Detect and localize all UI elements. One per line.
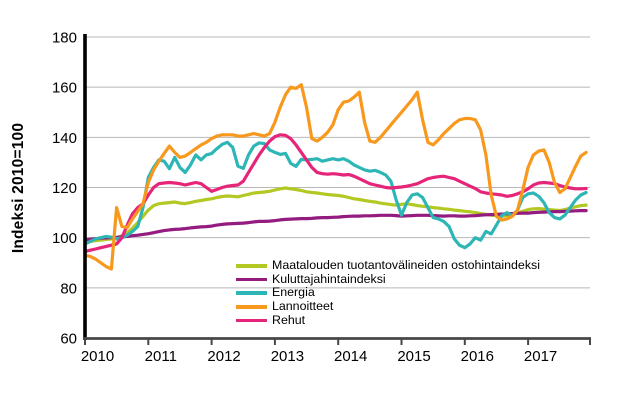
series-line-lannoitteet (83, 83, 588, 271)
legend-swatch-energia (236, 291, 267, 296)
legend-item-lannoitteet: Lannoitteet (236, 299, 540, 314)
legend-item-rehut: Rehut (236, 312, 540, 328)
y-tick-label-140: 140 (52, 130, 77, 147)
x-tick-label-2011: 2011 (145, 348, 177, 365)
legend-item-ostohintaindeksi: Maatalouden tuotantovälineiden ostohinta… (236, 258, 540, 273)
x-tick-label-2010: 2010 (81, 348, 114, 365)
legend-swatch-rehut (236, 318, 267, 323)
legend: Maatalouden tuotantovälineiden ostohinta… (236, 258, 540, 328)
x-tick-label-2016: 2016 (461, 348, 494, 365)
y-axis-title: Indeksi 2010=100 (10, 122, 27, 254)
x-tick-label-2014: 2014 (334, 348, 367, 365)
x-tick-label-2012: 2012 (207, 348, 240, 365)
legend-item-kuluttajahintaindeksi: Kuluttajahintaindeksi (236, 271, 540, 287)
x-tick-label-2015: 2015 (397, 348, 430, 365)
legend-label-kuluttajahintaindeksi: Kuluttajahintaindeksi (272, 271, 386, 286)
series-line-rehut (83, 133, 588, 254)
legend-label-ostohintaindeksi: Maatalouden tuotantovälineiden ostohinta… (272, 258, 540, 272)
legend-item-energia: Energia (236, 286, 540, 300)
legend-swatch-ostohintaindeksi (236, 264, 267, 268)
x-tick-label-2013: 2013 (271, 348, 304, 365)
legend-label-rehut: Rehut (272, 312, 306, 327)
x-tick-label-2017: 2017 (524, 348, 557, 365)
legend-swatch-kuluttajahintaindeksi (236, 277, 267, 282)
y-tick-label-80: 80 (60, 280, 77, 297)
legend-label-lannoitteet: Lannoitteet (272, 299, 334, 314)
y-tick-label-180: 180 (52, 30, 77, 47)
y-tick-label-100: 100 (52, 230, 77, 247)
y-tick-label-120: 120 (52, 180, 77, 197)
legend-label-energia: Energia (272, 285, 315, 300)
legend-swatch-lannoitteet (236, 305, 267, 309)
series-line-energia (83, 140, 588, 250)
y-tick-label-160: 160 (52, 80, 77, 97)
y-tick-label-60: 60 (60, 331, 77, 348)
